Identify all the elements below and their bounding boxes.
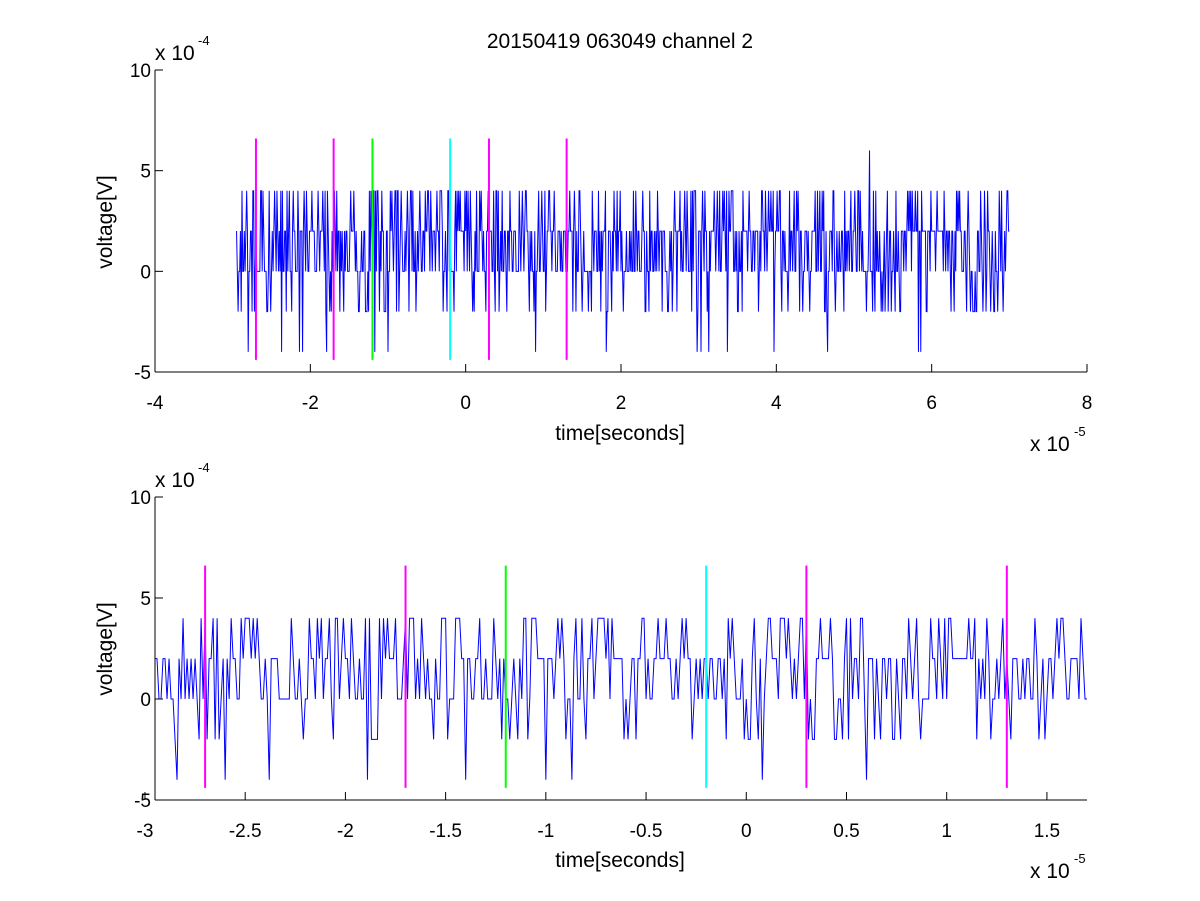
- top-x-ticks: -4 -2 0 2 4 6 8: [147, 364, 1093, 414]
- bottom-x-axis-label: time[seconds]: [555, 849, 685, 872]
- bottom-y-multiplier: x 10: [155, 469, 195, 492]
- top-y-tick-label: -5: [134, 363, 151, 384]
- bottom-x-tick-label: 1: [941, 821, 952, 842]
- bottom-x-multiplier: x 10: [1030, 860, 1070, 883]
- top-y-exponent: x 10 -4: [155, 33, 210, 65]
- top-y-exponent-value: -4: [198, 33, 210, 48]
- bottom-x-tick-label: -1.5: [429, 821, 462, 842]
- top-x-exponent: x 10 -5: [1030, 424, 1086, 456]
- top-x-multiplier: x 10: [1030, 433, 1070, 456]
- top-x-tick-label: -4: [147, 393, 164, 414]
- top-x-tick-label: 4: [771, 393, 782, 414]
- top-x-tick-label: 6: [926, 393, 937, 414]
- bottom-x-exponent: x 10 -5: [1030, 851, 1086, 883]
- bottom-axes: [154, 497, 1087, 801]
- top-x-exponent-value: -5: [1074, 424, 1086, 439]
- top-y-ticks: -5 0 5 10: [130, 61, 163, 384]
- top-x-tick-label: 8: [1082, 393, 1093, 414]
- top-subplot: -4 -2 0 2 4 6 8 -5 0 5 10 time[seconds] voltage[V…: [94, 33, 1092, 456]
- top-plot-marks: [236, 138, 1010, 360]
- top-y-multiplier: x 10: [155, 42, 195, 65]
- bottom-x-tick-label: -2: [337, 821, 354, 842]
- top-y-tick-label: 0: [140, 262, 151, 283]
- bottom-x-tick-label: 0: [741, 821, 752, 842]
- bottom-x-exponent-value: -5: [1074, 851, 1086, 866]
- bottom-x-tick-label: 0.5: [833, 821, 859, 842]
- figure-title: 20150419 063049 channel 2: [487, 30, 753, 53]
- top-y-tick-label: 10: [130, 61, 151, 82]
- bottom-signal-trace: [155, 617, 1087, 780]
- bottom-x-tick-label: 1.5: [1034, 821, 1060, 842]
- bottom-y-tick-label: 0: [140, 690, 151, 711]
- bottom-x-tick-label: -3: [137, 821, 154, 842]
- bottom-y-exponent-value: -4: [198, 460, 210, 475]
- top-x-axis-label: time[seconds]: [555, 422, 685, 445]
- bottom-y-tick-label: -5: [134, 791, 151, 812]
- bottom-y-tick-label: 10: [130, 488, 151, 509]
- bottom-y-ticks: -5 0 5 10: [130, 488, 163, 812]
- bottom-x-tick-label: -1: [537, 821, 554, 842]
- top-x-tick-label: 2: [616, 393, 627, 414]
- bottom-y-tick-label: 5: [140, 589, 151, 610]
- bottom-subplot: -3 -2.5 -2 -1.5 -1 -0.5 0 0.5 1 1.5 -5 0 5 10 time[s…: [94, 460, 1087, 883]
- bottom-plot-marks: [155, 565, 1087, 788]
- bottom-x-tick-label: -0.5: [630, 821, 663, 842]
- bottom-x-ticks: -3 -2.5 -2 -1.5 -1 -0.5 0 0.5 1 1.5: [137, 792, 1060, 842]
- bottom-x-tick-label: -2.5: [229, 821, 262, 842]
- top-x-tick-label: -2: [302, 393, 319, 414]
- top-signal-trace: [236, 150, 1010, 352]
- top-y-axis-label: voltage[V]: [94, 175, 117, 268]
- bottom-y-axis-label: voltage[V]: [94, 602, 117, 695]
- top-x-tick-label: 0: [460, 393, 471, 414]
- bottom-y-exponent: x 10 -4: [155, 460, 210, 492]
- top-y-tick-label: 5: [140, 162, 151, 183]
